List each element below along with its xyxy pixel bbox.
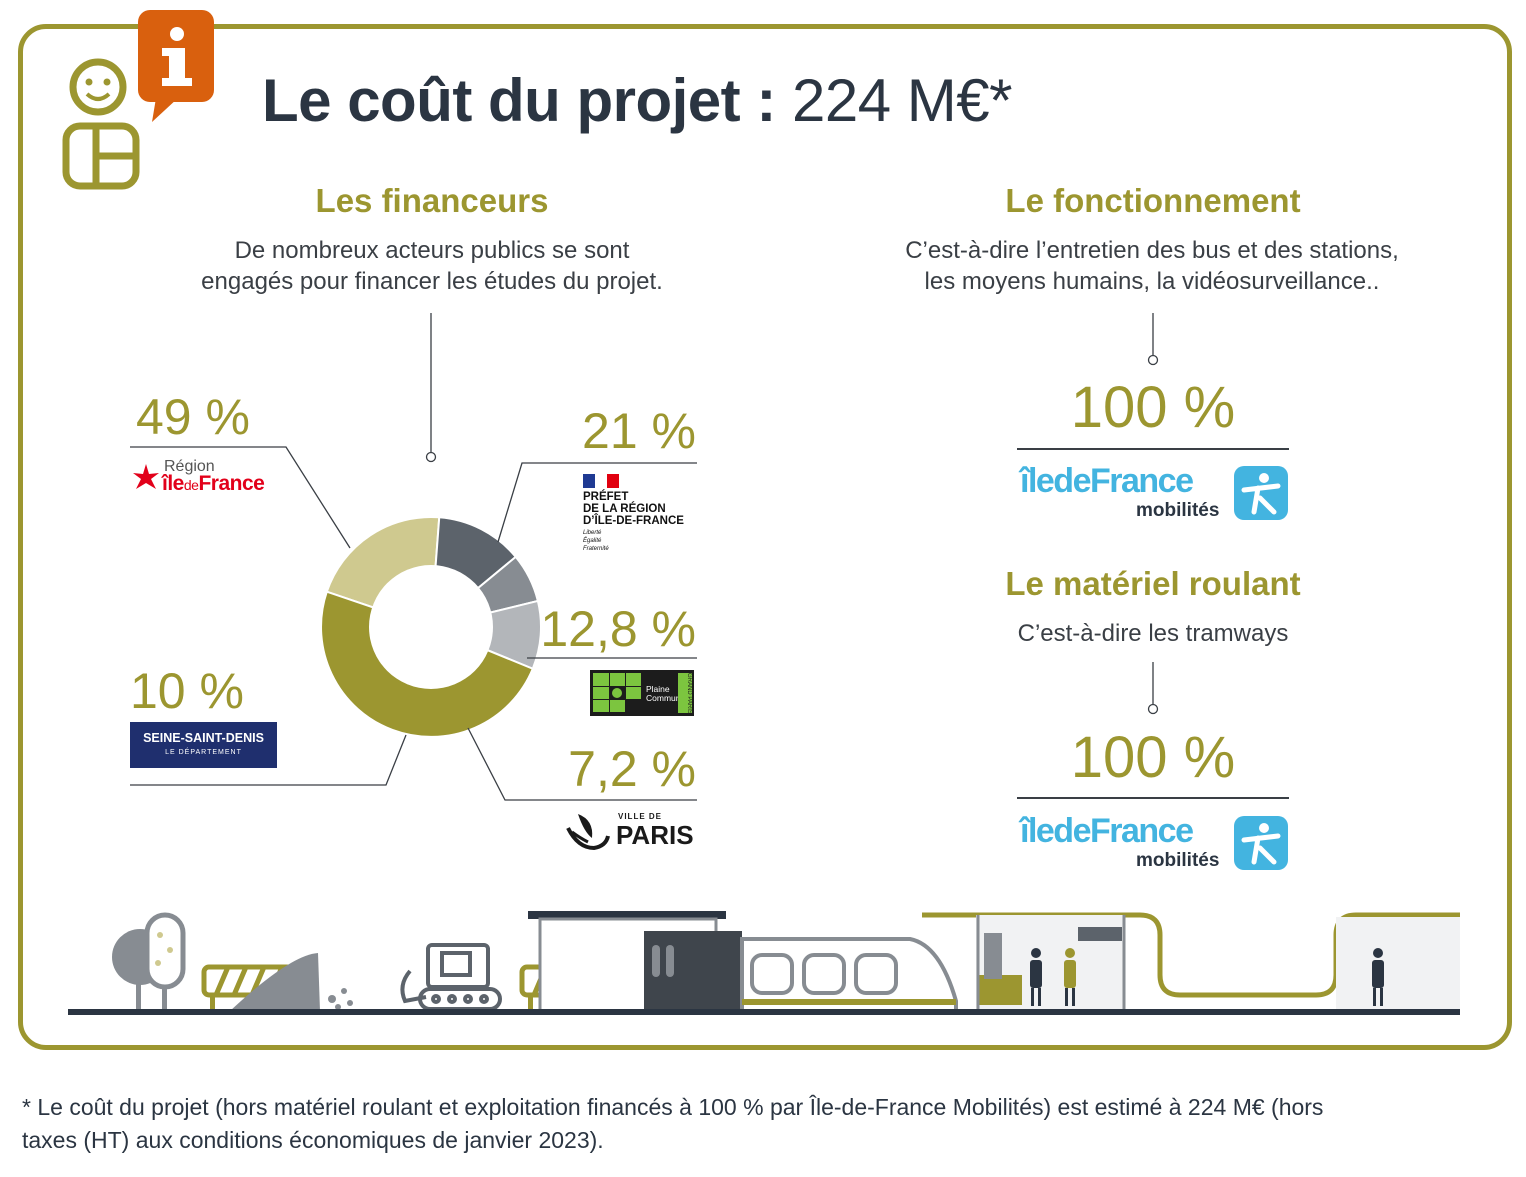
depot-building-icon [528,911,742,1013]
materiel-text: C’est-à-dire les tramways [1017,620,1289,647]
prefet-line2: DE LA RÉGION [583,503,666,515]
idfm-name: îledeFrance [1020,812,1194,850]
seine-line2: LE DÉPARTEMENT [165,749,242,756]
rubble-icon [230,953,353,1011]
funding-donut-chart [130,313,697,801]
pct-label-49: 49 % [136,389,250,445]
footnote-line2: taxes (HT) aux conditions économiques de… [22,1127,604,1153]
fonctionnement-heading: Le fonctionnement [1005,182,1301,219]
financeurs-text-line2: engagés pour financer les études du proj… [201,268,663,295]
region-de: de [183,477,199,493]
idfm-logo-materiel: îledeFrance mobilités [1020,812,1290,872]
region-star-icon [133,464,159,489]
idfm-sub: mobilités [1136,500,1220,521]
title-bold: Le coût du projet : [262,67,776,134]
prefet-line3: D’ÎLE-DE-FRANCE [583,515,684,527]
leader-line-21 [497,462,697,543]
prefet-logo: PRÉFET DE LA RÉGION D’ÎLE-DE-FRANCE Libe… [583,474,703,558]
leader-line-7-2 [467,727,697,801]
fonctionnement-percent: 100 % [1070,375,1236,440]
region-ile: île [162,472,184,495]
marianne-flag-icon [583,474,619,488]
person-icon [62,58,140,190]
prefet-motto: Liberté Égalité Fraternité [583,529,609,553]
materiel-divider [1017,797,1289,799]
leader-line-10 [130,734,407,786]
info-icon [138,10,214,122]
plaine-line1: Plaine [646,684,670,694]
tree-icon [112,912,186,1011]
leader-dot [425,451,437,463]
footnote-line1: * Le coût du projet (hors matériel roula… [22,1094,1324,1120]
pct-label-10: 10 % [130,663,244,719]
donut-hole [369,565,493,689]
info-person-icon [62,10,214,190]
bulldozer-icon [400,943,502,1011]
title-amount: 224 M€* [791,67,1012,134]
tram-scene-illustration [68,911,1460,1015]
leader-line-49 [130,446,351,549]
materiel-heading: Le matériel roulant [1005,565,1301,602]
financeurs-text: De nombreux acteurs publics se sont enga… [132,235,732,297]
pct-label-12-8: 12,8 % [540,601,696,657]
plaine-text: Plaine Commune [646,685,685,703]
page-title: Le coût du projet : 224 M€* [262,66,1012,135]
tram-station-icon [922,912,1460,1011]
financeurs-text-line1: De nombreux acteurs publics se sont [234,237,630,264]
prefet-line1: PRÉFET [583,491,629,503]
idfm-name: îledeFrance [1020,462,1194,500]
region-line1: Région [164,458,215,475]
prefet-motto2: Égalité [583,538,602,544]
idfm-person-icon [1234,466,1288,520]
prefet-text: PRÉFET DE LA RÉGION D’ÎLE-DE-FRANCE [583,491,684,527]
content-frame [18,24,1512,1050]
fonctionnement-divider [1017,448,1289,450]
financeurs-heading: Les financeurs [315,182,549,219]
footnote: * Le coût du projet (hors matériel roula… [22,1091,1522,1157]
person-smile-icon [85,92,111,101]
ville-de-paris-logo: VILLE DE PARIS [564,806,700,852]
plaine-commune-logo: Plaine Commune GRAND PARIS [590,670,694,716]
seine-saint-denis-logo: SEINE-SAINT-DENIS LE DÉPARTEMENT [130,722,277,768]
plaine-puzzle-icon [593,673,641,712]
prefet-motto3: Fraternité [583,546,609,552]
fonctionnement-text: C’est-à-dire l’entretien des bus et des … [852,235,1452,297]
pct-label-7-2: 7,2 % [568,741,696,797]
idfm-logo-fonctionnement: îledeFrance mobilités [1020,462,1290,522]
paris-line1: VILLE DE [618,812,663,821]
person-face-icon [85,78,111,86]
region-line2: îledeFrance [162,472,265,496]
leader-lines [130,313,697,801]
paris-ship-icon [566,814,610,850]
region-france: France [198,472,265,495]
ground-line [68,1009,1460,1015]
fonctionnement-text-line1: C’est-à-dire l’entretien des bus et des … [905,237,1399,264]
idfm-sub: mobilités [1136,850,1220,871]
plaine-side: GRAND PARIS [678,673,692,714]
prefet-motto1: Liberté [583,530,602,536]
pct-label-21: 21 % [582,403,696,459]
plaine-line2: Commune [646,693,686,703]
fonctionnement-text-line2: les moyens humains, la vidéosurveillance… [924,268,1380,295]
passenger-icon [1030,948,1384,1006]
seine-line1: SEINE-SAINT-DENIS [143,731,264,745]
region-idf-logo: Région îledeFrance [132,458,292,498]
tram-icon [740,937,958,1013]
idfm-person-icon [1234,816,1288,870]
materiel-percent: 100 % [1070,725,1236,790]
right-connectors [1147,313,1159,715]
paris-line2: PARIS [616,820,694,850]
